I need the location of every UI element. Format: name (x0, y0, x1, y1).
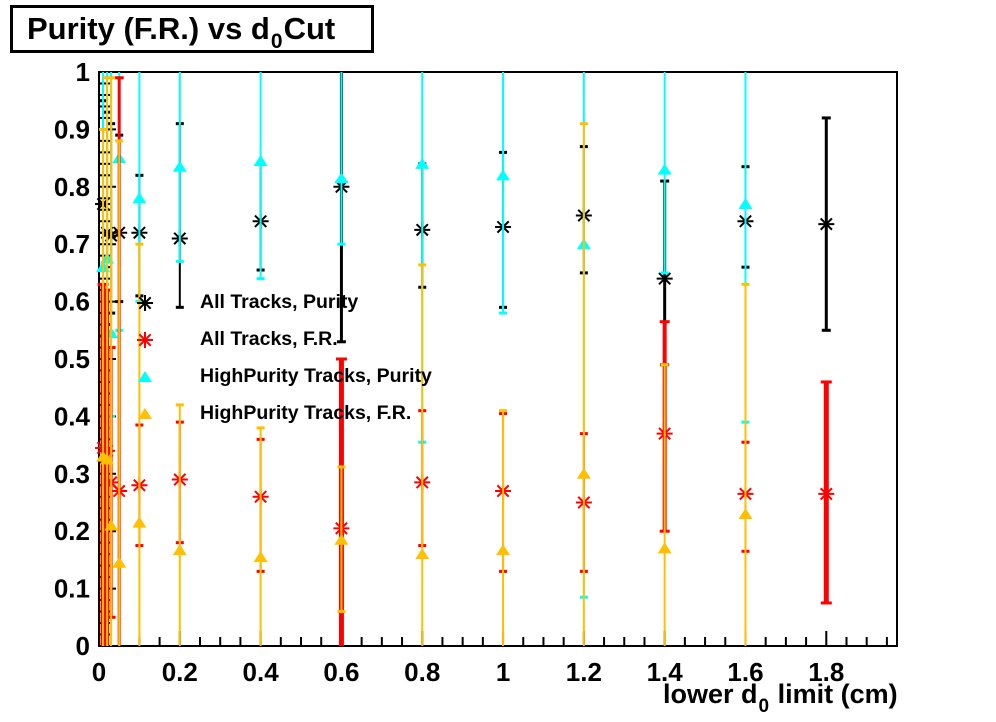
triangle-icon (138, 370, 152, 382)
legend: All Tracks, Purity All Tracks, F.R. High… (131, 284, 432, 432)
legend-label: All Tracks, F.R. (200, 328, 338, 350)
legend-entry-highpurity-purity: HighPurity Tracks, Purity (131, 358, 432, 395)
triangle-marker (496, 544, 511, 556)
asterisk-marker (818, 216, 835, 233)
x-tick-label: 1.2 (566, 657, 602, 687)
triangle-marker (334, 533, 349, 545)
x-axis-title: lower d0 limit (cm) (663, 679, 898, 717)
x-tick-label: 1.8 (808, 657, 844, 687)
triangle-marker (576, 467, 591, 479)
triangle-marker (415, 157, 430, 169)
x-axis: 0 0.2 0.4 0.6 0.8 1 1.2 1.4 1.6 1.8 (92, 631, 888, 687)
x-tick-label: 0.8 (404, 657, 440, 687)
y-tick-label: 1 (76, 57, 90, 87)
legend-label: All Tracks, Purity (200, 291, 359, 313)
y-tick-label: 0.3 (54, 459, 90, 489)
triangle-marker (334, 172, 349, 184)
triangle-marker (738, 198, 753, 210)
y-tick-label: 0.5 (54, 344, 90, 374)
triangle-marker (657, 163, 672, 175)
legend-label: HighPurity Tracks, F.R. (200, 402, 412, 424)
triangle-marker (496, 169, 511, 181)
x-tick-label: 0.2 (162, 657, 198, 687)
x-tick-label: 1 (496, 657, 510, 687)
line (138, 333, 152, 346)
x-tick-label: 0.6 (323, 657, 359, 687)
legend-entry-all-tracks-purity: All Tracks, Purity (131, 284, 432, 321)
triangle-marker (657, 542, 672, 554)
triangle-marker (738, 507, 753, 519)
triangle-marker (172, 544, 187, 556)
asterisk-marker (818, 485, 835, 502)
legend-entry-all-tracks-fr: All Tracks, F.R. (131, 321, 432, 358)
plot-title-tail: Cut (283, 11, 336, 46)
y-tick-label: 0 (76, 631, 90, 661)
legend-entry-highpurity-fr: HighPurity Tracks, F.R. (131, 395, 432, 432)
line (138, 296, 152, 309)
x-tick-label: 1.4 (647, 657, 684, 687)
triangle-marker (253, 154, 268, 166)
x-tick-label: 0.4 (243, 657, 280, 687)
asterisk-icon (137, 294, 153, 311)
y-tick-label: 0.2 (54, 516, 90, 546)
triangle-marker (253, 551, 268, 563)
x-tick-label: 1.6 (727, 657, 763, 687)
triangle-marker (415, 548, 430, 560)
triangle-marker (104, 519, 119, 531)
x-tick-label: 0 (92, 657, 106, 687)
triangle-marker (132, 192, 147, 204)
plot-title-text: Purity (F.R.) vs d (27, 11, 270, 46)
y-tick-label: 0.4 (54, 401, 91, 431)
y-tick-label: 0.9 (54, 114, 90, 144)
asterisk-icon (137, 331, 153, 348)
line (819, 217, 833, 231)
series-highpurity-tracks-f-r- (96, 76, 753, 646)
triangle-marker (138, 407, 152, 419)
asterisk-marker (137, 331, 153, 348)
y-tick-label: 0.6 (54, 287, 90, 317)
plot-title-subscript: 0 (270, 30, 283, 53)
line (658, 272, 672, 286)
asterisk-marker (137, 294, 153, 311)
x-axis-title-text: lower d (663, 679, 758, 709)
triangle-marker (132, 516, 147, 528)
line (819, 487, 833, 501)
x-axis-title-tail: limit (cm) (770, 679, 898, 709)
triangle-icon (138, 407, 152, 419)
triangle-marker (172, 160, 187, 172)
y-tick-label: 0.1 (54, 574, 90, 604)
triangle-marker (112, 556, 127, 568)
triangle-marker (138, 370, 152, 382)
y-tick-label: 0.8 (54, 172, 90, 202)
x-axis-title-subscript: 0 (758, 696, 770, 717)
legend-label: HighPurity Tracks, Purity (200, 365, 432, 387)
y-tick-label: 0.7 (54, 229, 90, 259)
